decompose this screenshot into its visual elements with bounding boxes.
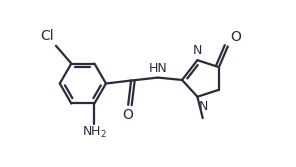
Text: Cl: Cl [40, 29, 54, 43]
Text: O: O [230, 30, 241, 44]
Text: HN: HN [148, 62, 167, 75]
Text: NH$_2$: NH$_2$ [82, 125, 107, 140]
Text: N: N [199, 100, 208, 113]
Text: O: O [123, 108, 133, 122]
Text: N: N [193, 44, 202, 57]
